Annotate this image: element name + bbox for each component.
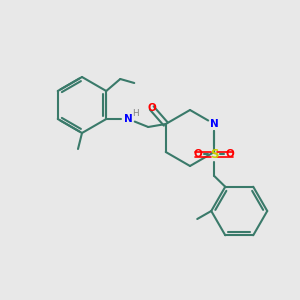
Text: H: H xyxy=(132,110,139,118)
Text: N: N xyxy=(124,114,133,124)
Text: O: O xyxy=(226,149,235,159)
Text: N: N xyxy=(210,119,219,129)
Text: O: O xyxy=(147,103,156,113)
Text: S: S xyxy=(210,148,218,160)
Text: O: O xyxy=(194,149,203,159)
